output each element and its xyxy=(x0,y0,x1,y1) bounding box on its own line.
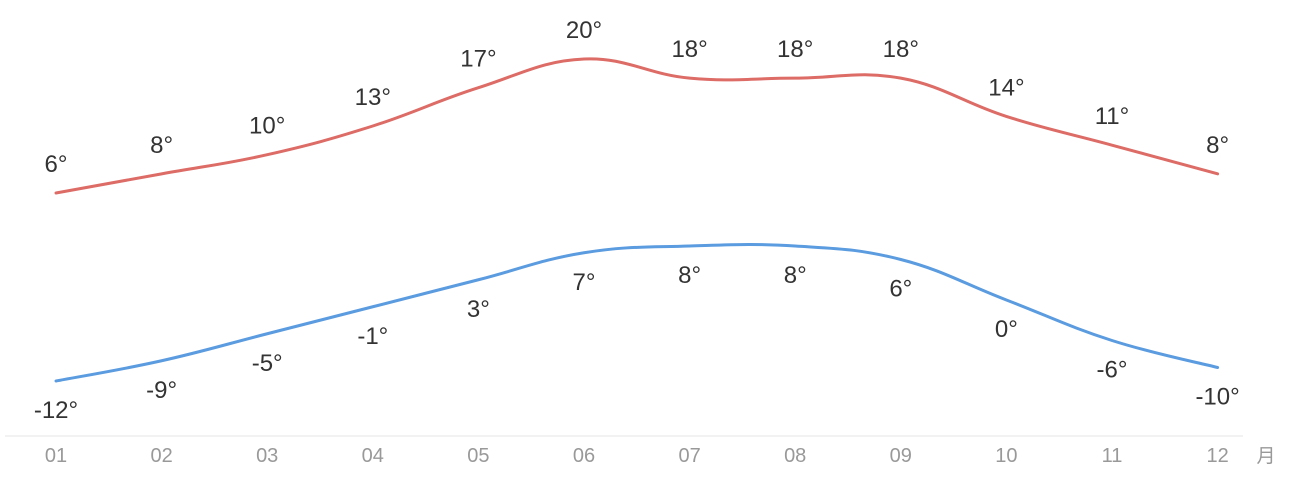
data-label-series-0: 18° xyxy=(671,36,707,63)
data-label-series-1: 6° xyxy=(889,276,912,303)
x-tick-label: 01 xyxy=(45,445,67,467)
data-label-series-1: -1° xyxy=(357,323,388,350)
x-tick-label: 10 xyxy=(995,445,1017,467)
data-label-series-1: -6° xyxy=(1097,357,1128,384)
data-label-series-0: 13° xyxy=(355,84,391,111)
x-axis-unit-label: 月 xyxy=(1256,445,1275,467)
data-label-series-1: -9° xyxy=(146,377,177,404)
data-label-series-0: 14° xyxy=(988,74,1024,101)
x-tick-label: 09 xyxy=(890,445,912,467)
data-label-series-0: 10° xyxy=(249,113,285,140)
data-label-series-1: 3° xyxy=(467,296,490,323)
data-label-series-0: 6° xyxy=(45,151,68,178)
series-line-0 xyxy=(54,57,1220,195)
x-tick-label: 05 xyxy=(467,445,489,467)
data-label-series-0: 18° xyxy=(883,36,919,63)
data-label-series-1: 8° xyxy=(784,262,807,289)
x-tick-label: 02 xyxy=(150,445,172,467)
x-tick-label: 03 xyxy=(256,445,278,467)
x-tick-label: 12 xyxy=(1206,445,1228,467)
x-tick-label: 11 xyxy=(1102,445,1123,467)
x-tick-label: 06 xyxy=(573,445,595,467)
data-label-series-1: 7° xyxy=(573,269,596,296)
data-label-series-1: -5° xyxy=(252,350,283,377)
data-label-series-1: 0° xyxy=(995,316,1018,343)
x-tick-label: 08 xyxy=(784,445,806,467)
data-label-series-1: -12° xyxy=(34,397,78,424)
data-label-series-0: 8° xyxy=(150,132,173,159)
data-label-series-0: 20° xyxy=(566,17,602,44)
data-label-series-0: 8° xyxy=(1206,132,1229,159)
data-label-series-1: 8° xyxy=(678,262,701,289)
series-line-1 xyxy=(54,242,1220,383)
x-tick-label: 04 xyxy=(362,445,384,467)
data-label-series-1: -10° xyxy=(1195,384,1239,411)
x-tick-label: 07 xyxy=(678,445,700,467)
data-label-series-0: 17° xyxy=(460,46,496,73)
data-label-series-0: 18° xyxy=(777,36,813,63)
data-label-series-0: 11° xyxy=(1095,103,1130,130)
